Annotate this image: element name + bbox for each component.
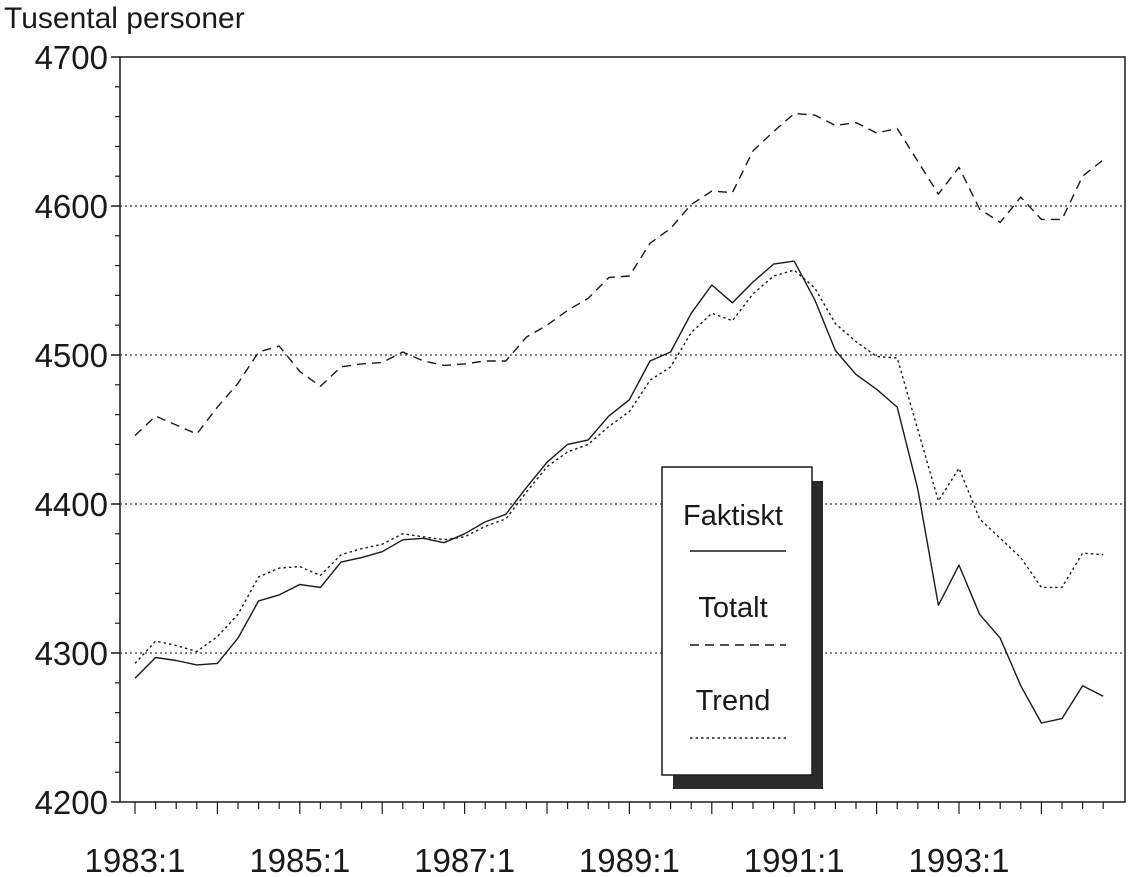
legend-label-totalt: Totalt [698,592,767,624]
x-tick-label-1989-1: 1989:1 [579,842,680,877]
legend-label-trend: Trend [696,685,771,717]
x-tick-label-1993-1: 1993:1 [909,842,1010,877]
x-tick-label-1983-1: 1983:1 [85,842,186,877]
series-lines [134,112,1104,724]
y-axis-label: Tusental personer [4,2,245,35]
x-tick-label-1985-1: 1985:1 [249,842,350,877]
y-tick-label-4500: 4500 [35,337,108,374]
gridlines [120,205,1125,654]
x-tick-label-1991-1: 1991:1 [744,842,845,877]
y-tick-label-4400: 4400 [35,486,108,523]
legend-box [661,466,813,776]
y-tick-label-4200: 4200 [35,784,108,821]
y-tick-label-4700: 4700 [35,39,108,76]
legend: Faktiskt Totalt Trend [661,466,823,789]
series-line-totalt [134,112,1104,437]
x-tick-label-1987-1: 1987:1 [414,842,515,877]
x-axis-ticks: 1983:1 1985:1 1987:1 1989:1 1991:1 1993:1 [85,802,1104,877]
y-tick-label-4300: 4300 [35,635,108,672]
series-line-trend [134,269,1104,664]
legend-label-faktiskt: Faktiskt [683,500,783,532]
y-axis-ticks: 4200 4300 4400 4500 4600 4700 [35,39,120,821]
series-line-faktiskt [134,260,1104,724]
plot-area-frame [119,56,1126,803]
y-tick-label-4600: 4600 [35,188,108,225]
